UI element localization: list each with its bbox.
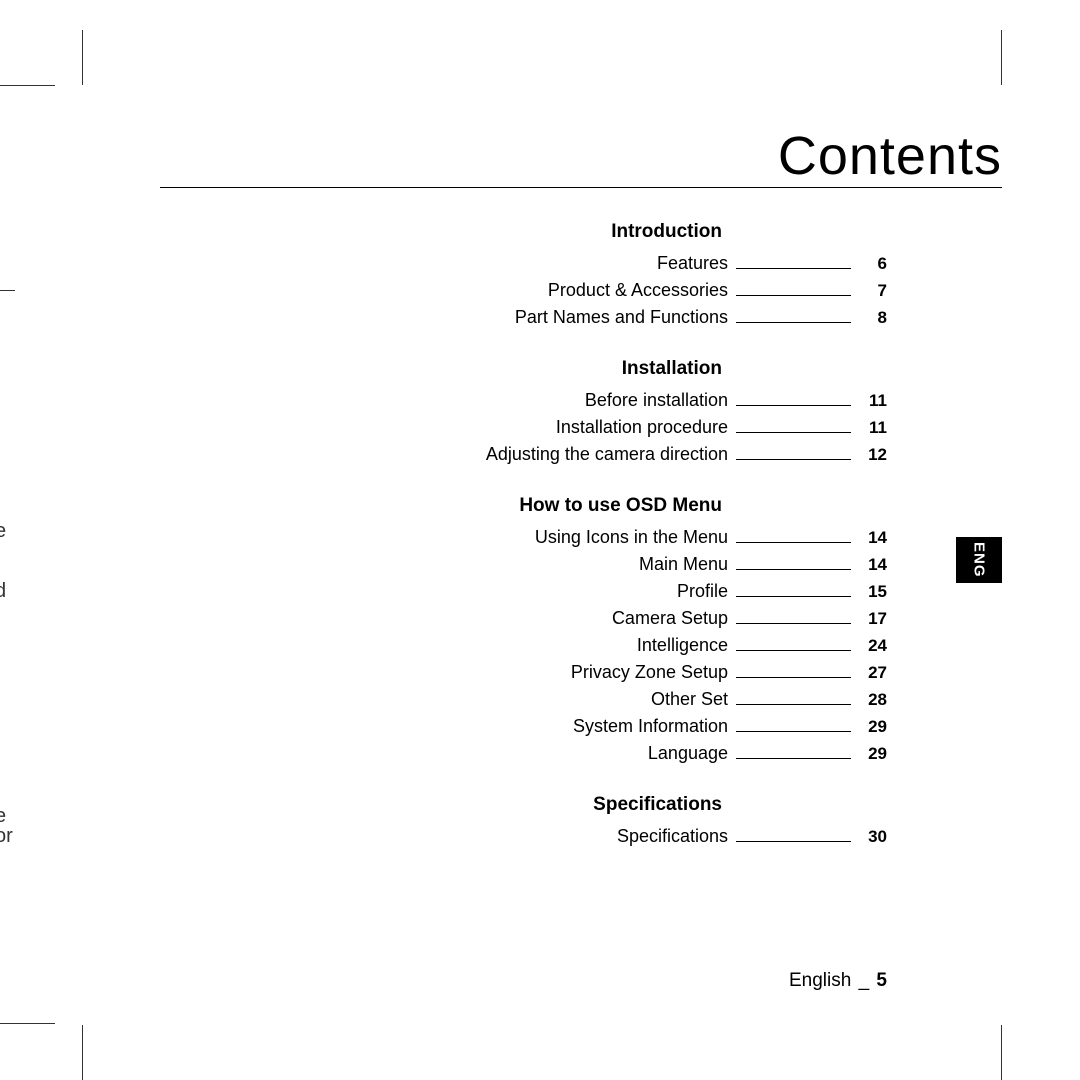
toc-row: Privacy Zone Setup 27 [82,662,887,683]
table-of-contents: Introduction Features 6 Product & Accessori… [82,221,1002,847]
toc-leader-line [736,841,851,842]
toc-leader-line [736,623,851,624]
toc-item-page: 24 [859,636,887,656]
toc-item-label: System Information [573,716,728,737]
toc-leader-line [736,704,851,705]
toc-row: Language 29 [82,743,887,764]
toc-item-page: 6 [859,254,887,274]
toc-item-page: 15 [859,582,887,602]
toc-item-page: 29 [859,717,887,737]
crop-mark [82,30,83,85]
toc-section-heading: Introduction [82,221,887,243]
toc-section-heading: How to use OSD Menu [82,495,887,517]
language-tab: ENG [956,537,1002,583]
toc-row: Installation procedure 11 [82,417,887,438]
toc-item-label: Installation procedure [556,417,728,438]
toc-row: Specifications 30 [82,826,887,847]
toc-row: System Information 29 [82,716,887,737]
bleed-text: or [0,825,13,848]
toc-section-heading: Specifications [82,794,887,816]
toc-row: Before installation 11 [82,390,887,411]
toc-item-label: Intelligence [637,635,728,656]
page-body: Contents Introduction Features 6 Product & … [82,85,1002,1024]
toc-row: Adjusting the camera direction 12 [82,444,887,465]
footer-page-number: 5 [876,970,887,991]
toc-item-page: 12 [859,445,887,465]
crop-mark [0,1023,55,1024]
toc-leader-line [736,650,851,651]
toc-leader-line [736,542,851,543]
page-footer: English _ 5 [789,970,887,992]
toc-leader-line [736,322,851,323]
toc-item-label: Using Icons in the Menu [535,527,728,548]
toc-leader-line [736,758,851,759]
toc-item-page: 29 [859,744,887,764]
toc-item-page: 8 [859,308,887,328]
toc-item-page: 28 [859,690,887,710]
toc-section-heading: Installation [82,358,887,380]
page-title: Contents [766,125,1002,187]
crop-mark [1001,30,1002,85]
toc-row: Intelligence 24 [82,635,887,656]
toc-row: Main Menu 14 [82,554,887,575]
toc-leader-line [736,459,851,460]
toc-item-label: Language [648,743,728,764]
toc-item-label: Specifications [617,826,728,847]
toc-item-label: Before installation [585,390,728,411]
toc-item-label: Part Names and Functions [515,307,728,328]
toc-item-page: 7 [859,281,887,301]
toc-row: Part Names and Functions 8 [82,307,887,328]
toc-item-label: Profile [677,581,728,602]
toc-leader-line [736,405,851,406]
toc-leader-line [736,731,851,732]
toc-leader-line [736,677,851,678]
bleed-text: d [0,580,6,603]
toc-leader-line [736,596,851,597]
toc-item-page: 27 [859,663,887,683]
toc-item-page: 11 [859,418,887,438]
title-wrap: Contents [82,115,1002,195]
footer-separator: _ [859,970,870,991]
toc-item-label: Adjusting the camera direction [486,444,728,465]
footer-language: English [789,970,851,991]
toc-row: Profile 15 [82,581,887,602]
toc-item-page: 17 [859,609,887,629]
toc-row: Camera Setup 17 [82,608,887,629]
toc-leader-line [736,295,851,296]
toc-leader-line [736,432,851,433]
toc-item-page: 30 [859,827,887,847]
toc-item-label: Features [657,253,728,274]
bleed-text: e [0,520,6,543]
toc-item-label: Other Set [651,689,728,710]
toc-row: Other Set 28 [82,689,887,710]
toc-item-page: 11 [859,391,887,411]
toc-leader-line [736,569,851,570]
toc-item-page: 14 [859,528,887,548]
toc-item-page: 14 [859,555,887,575]
toc-item-label: Main Menu [639,554,728,575]
toc-row: Product & Accessories 7 [82,280,887,301]
crop-mark [0,290,15,291]
toc-item-label: Privacy Zone Setup [571,662,728,683]
toc-item-label: Product & Accessories [548,280,728,301]
crop-mark [82,1025,83,1080]
toc-leader-line [736,268,851,269]
crop-mark [0,85,55,86]
title-underline [160,187,1002,188]
toc-row: Features 6 [82,253,887,274]
crop-mark [1001,1025,1002,1080]
toc-row: Using Icons in the Menu 14 [82,527,887,548]
toc-item-label: Camera Setup [612,608,728,629]
